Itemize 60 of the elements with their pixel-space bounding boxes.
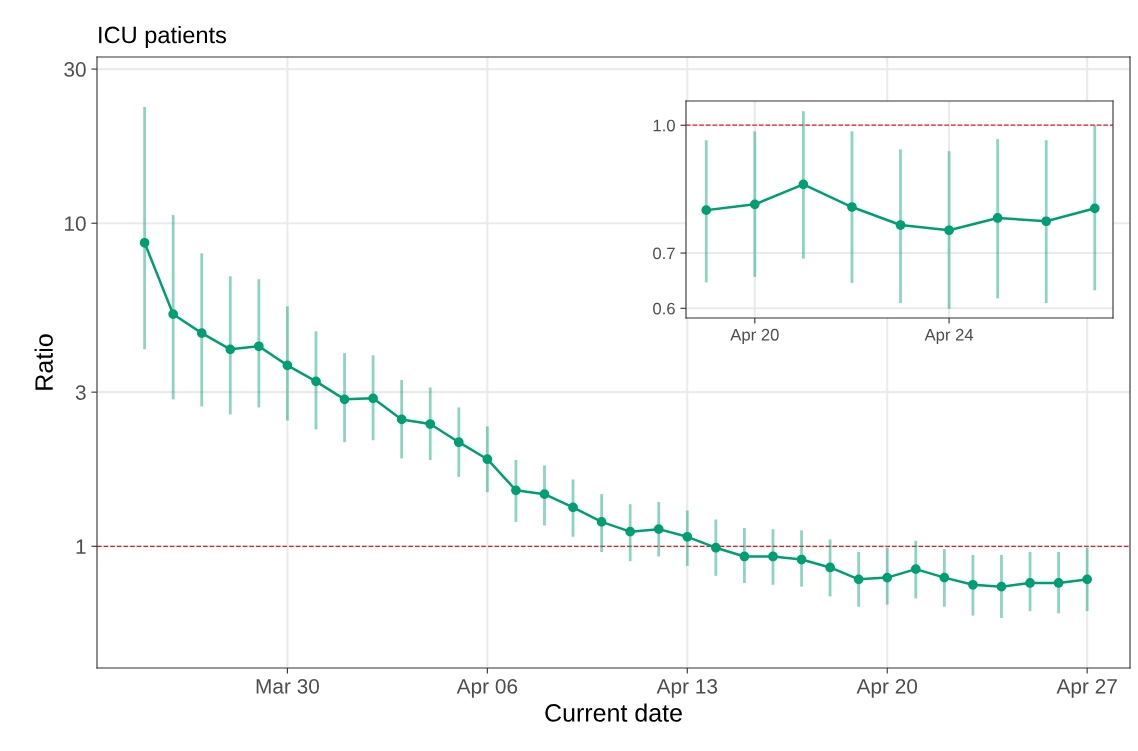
y-tick-label: 0.6 bbox=[653, 302, 675, 315]
point bbox=[895, 220, 906, 230]
point bbox=[710, 542, 721, 553]
point bbox=[653, 524, 664, 535]
point bbox=[1041, 216, 1052, 227]
point bbox=[944, 225, 954, 236]
point bbox=[682, 531, 693, 542]
point bbox=[253, 341, 264, 352]
point bbox=[168, 309, 179, 320]
point bbox=[853, 574, 864, 585]
x-axis-title: Current date bbox=[545, 703, 682, 722]
point bbox=[196, 328, 207, 338]
point bbox=[539, 489, 550, 500]
point bbox=[396, 414, 407, 425]
point bbox=[339, 394, 350, 405]
point bbox=[425, 419, 436, 429]
point bbox=[701, 205, 712, 216]
x-tick-label: Apr 13 bbox=[656, 678, 718, 698]
point bbox=[625, 526, 636, 537]
point bbox=[847, 202, 857, 212]
y-tick-label: 0.7 bbox=[653, 247, 675, 260]
y-tick-label: 30 bbox=[64, 62, 86, 77]
point bbox=[796, 554, 807, 565]
x-tick-label: Apr 06 bbox=[456, 678, 518, 698]
point bbox=[1082, 574, 1093, 585]
y-tick-label: 10 bbox=[65, 216, 86, 231]
point bbox=[311, 376, 321, 387]
point bbox=[453, 437, 464, 448]
y-axis-title: Ratio bbox=[34, 334, 53, 390]
x-tick-label: Apr 20 bbox=[730, 328, 779, 344]
point bbox=[139, 237, 150, 248]
x-tick-label: Apr 24 bbox=[924, 328, 974, 344]
y-tick-label: 1.0 bbox=[653, 119, 675, 132]
point bbox=[739, 551, 750, 562]
y-tick-label: 3 bbox=[75, 385, 86, 400]
point bbox=[568, 502, 578, 513]
point bbox=[511, 485, 521, 496]
point bbox=[749, 199, 760, 210]
x-tick-label: Mar 30 bbox=[256, 678, 320, 694]
point bbox=[939, 572, 950, 583]
point bbox=[996, 581, 1007, 592]
point bbox=[798, 179, 809, 190]
chart-title: ICU patients bbox=[99, 26, 227, 49]
point bbox=[482, 454, 493, 465]
x-tick-label: Apr 27 bbox=[1056, 678, 1117, 698]
point bbox=[225, 344, 236, 355]
point bbox=[910, 564, 921, 574]
point bbox=[1053, 578, 1064, 588]
point bbox=[282, 360, 293, 371]
point bbox=[882, 572, 893, 583]
point bbox=[768, 551, 778, 562]
point bbox=[368, 393, 378, 404]
point bbox=[1025, 578, 1035, 588]
point bbox=[968, 579, 978, 590]
x-tick-label: Apr 20 bbox=[856, 678, 918, 698]
point bbox=[596, 517, 607, 527]
y-tick-label: 1 bbox=[76, 539, 86, 554]
point bbox=[825, 562, 835, 573]
point bbox=[992, 213, 1003, 223]
point bbox=[1089, 203, 1100, 214]
